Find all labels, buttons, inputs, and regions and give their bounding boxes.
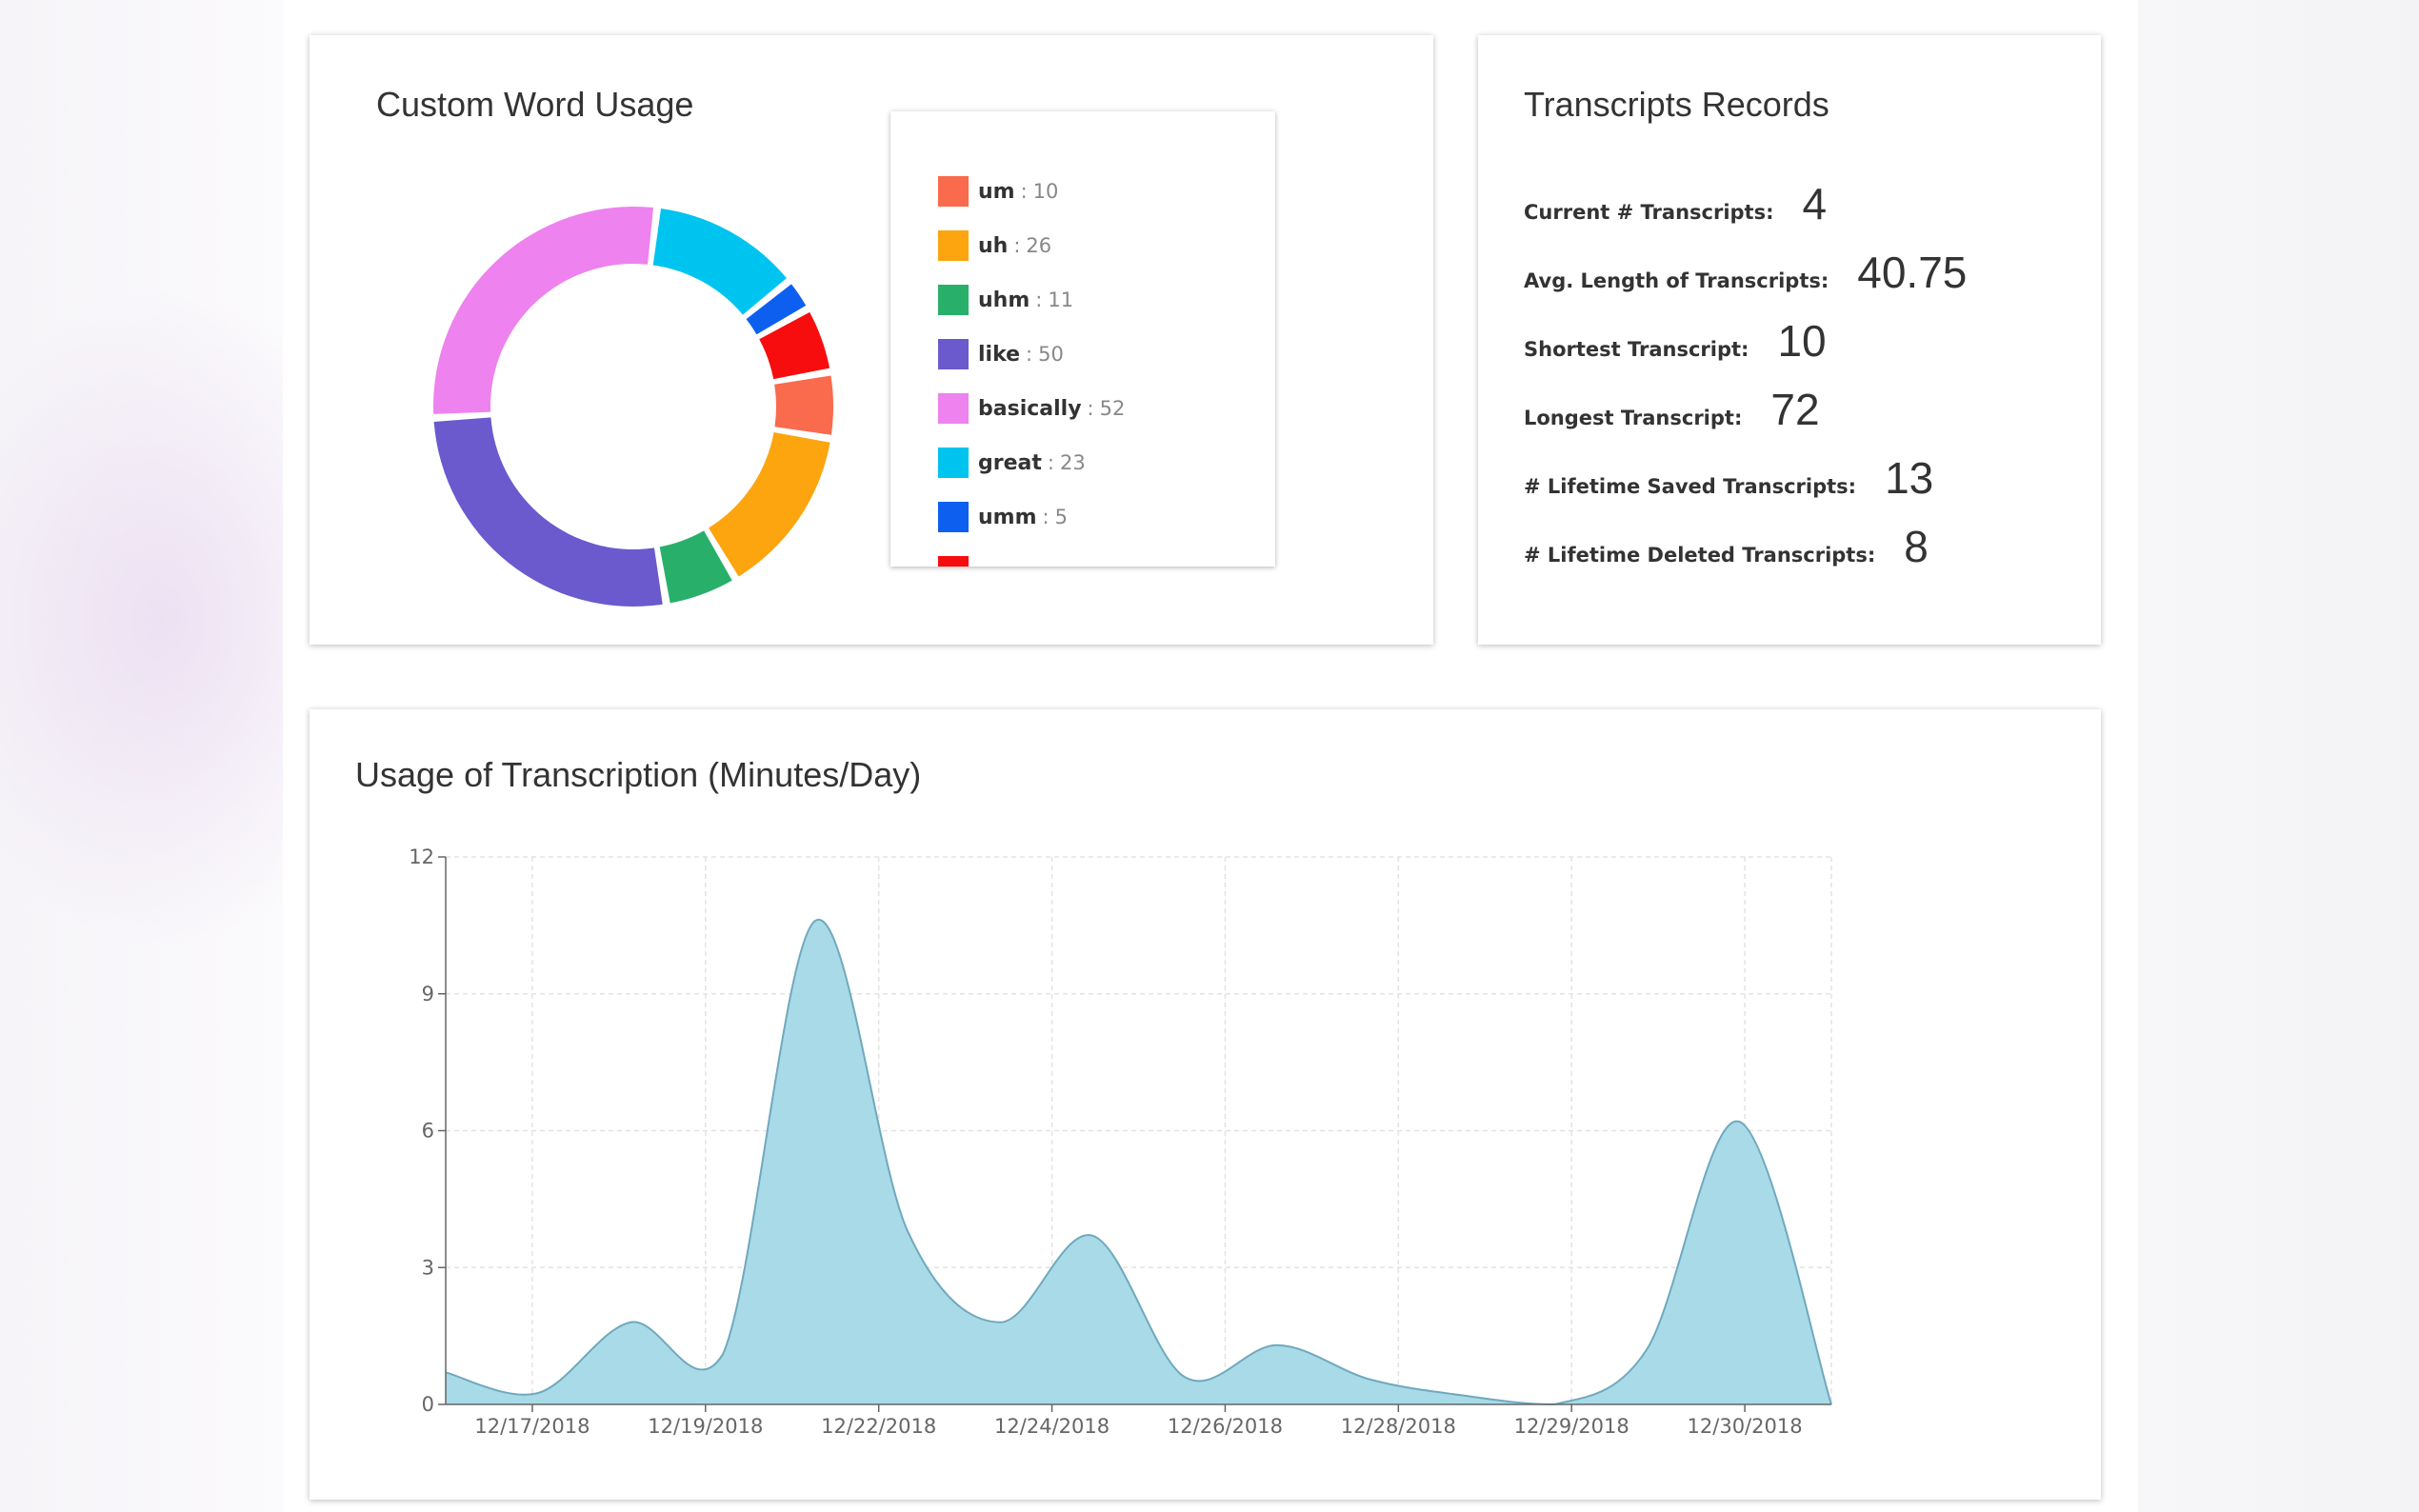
legend-value: 11	[1048, 288, 1074, 311]
usage-chart-card: Usage of Transcription (Minutes/Day) 0 3 6…	[310, 709, 2101, 1500]
x-tick-label: 12/26/2018	[1168, 1415, 1283, 1438]
legend-separator: :	[1026, 343, 1033, 366]
legend-label: uh	[978, 233, 1009, 258]
record-label: # Lifetime Deleted Transcripts:	[1524, 544, 1876, 567]
legend-swatch	[938, 448, 969, 478]
word-usage-title: Custom Word Usage	[376, 85, 694, 124]
record-longest-transcript: Longest Transcript: 72	[1524, 384, 1820, 435]
record-lifetime-deleted: # Lifetime Deleted Transcripts: 8	[1524, 521, 1929, 572]
donut-slice-uhm[interactable]	[659, 530, 732, 604]
donut-slice-like[interactable]	[433, 417, 663, 607]
legend-item[interactable]: like:50	[938, 339, 1064, 369]
record-value: 10	[1777, 316, 1827, 366]
donut-slice-basically[interactable]	[433, 207, 654, 414]
record-avg-length: Avg. Length of Transcripts: 40.75	[1524, 247, 1967, 298]
legend-label: umm	[978, 505, 1037, 529]
record-label: # Lifetime Saved Transcripts:	[1524, 475, 1857, 498]
x-tick-label: 12/17/2018	[474, 1415, 590, 1438]
record-value: 4	[1802, 179, 1828, 229]
legend-separator: :	[1042, 506, 1050, 528]
record-lifetime-saved: # Lifetime Saved Transcripts: 13	[1524, 452, 1933, 504]
donut-slice-um[interactable]	[774, 375, 833, 435]
legend-separator: :	[1020, 180, 1028, 203]
y-tick-label: 12	[409, 846, 434, 868]
usage-area-fill	[446, 919, 1831, 1404]
x-tick-label: 12/29/2018	[1514, 1415, 1629, 1438]
legend-label: great	[978, 450, 1042, 475]
word-usage-donut-chart	[433, 207, 833, 607]
y-tick-label: 3	[422, 1256, 434, 1279]
legend-value: 5	[1054, 506, 1068, 528]
record-label: Current # Transcripts:	[1524, 201, 1774, 224]
legend-item[interactable]	[938, 556, 978, 567]
y-tick-label: 6	[422, 1120, 434, 1143]
legend-swatch	[938, 230, 969, 261]
word-usage-card: Custom Word Usage um:10 uh:26 uhm:11 like:5…	[310, 35, 1433, 645]
usage-chart-title: Usage of Transcription (Minutes/Day)	[355, 755, 922, 794]
record-label: Shortest Transcript:	[1524, 338, 1749, 361]
legend-item[interactable]: great:23	[938, 448, 1086, 478]
legend-item[interactable]: basically:52	[938, 393, 1125, 424]
transcripts-records-card: Transcripts Records Current # Transcript…	[1478, 35, 2101, 645]
legend-swatch	[938, 393, 969, 424]
legend-value: 52	[1099, 397, 1126, 420]
x-tick-label: 12/24/2018	[994, 1415, 1110, 1438]
record-value: 8	[1904, 522, 1929, 571]
legend-value: 50	[1038, 343, 1064, 366]
legend-label: uhm	[978, 288, 1030, 312]
legend-separator: :	[1087, 397, 1094, 420]
x-tick-label: 12/22/2018	[821, 1415, 936, 1438]
legend-label: um	[978, 179, 1015, 204]
legend-swatch	[938, 285, 969, 315]
record-value: 13	[1885, 453, 1934, 503]
record-current-transcripts: Current # Transcripts: 4	[1524, 178, 1827, 229]
legend-item[interactable]: umm:5	[938, 502, 1068, 532]
record-label: Avg. Length of Transcripts:	[1524, 269, 1829, 292]
donut-slice-umm[interactable]	[746, 284, 807, 335]
usage-area-chart: 0 3 6 9 12 12/17/2018 12/19/2018 12/22/2018 12/2…	[409, 846, 1832, 1438]
record-value: 40.75	[1857, 248, 1968, 297]
usage-line	[445, 919, 1832, 1406]
legend-swatch	[938, 556, 969, 567]
legend-swatch	[938, 176, 969, 207]
x-tick-label: 12/30/2018	[1688, 1415, 1803, 1438]
legend-separator: :	[1013, 234, 1021, 257]
donut-slice-uh[interactable]	[709, 431, 830, 577]
word-usage-legend[interactable]: um:10 uh:26 uhm:11 like:50 basically:52 great…	[890, 111, 1275, 567]
y-tick-label: 0	[422, 1393, 434, 1416]
legend-label: basically	[978, 396, 1082, 421]
legend-item[interactable]: uhm:11	[938, 285, 1073, 315]
legend-item[interactable]: uh:26	[938, 230, 1051, 261]
legend-value: 10	[1032, 180, 1059, 203]
legend-item[interactable]: um:10	[938, 176, 1058, 207]
donut-slice-unlabeled[interactable]	[759, 311, 830, 380]
legend-value: 23	[1059, 451, 1086, 474]
transcripts-records-title: Transcripts Records	[1524, 85, 1829, 124]
legend-swatch	[938, 502, 969, 532]
record-shortest-transcript: Shortest Transcript: 10	[1524, 315, 1827, 367]
legend-separator: :	[1035, 288, 1043, 311]
donut-slice-great[interactable]	[652, 209, 787, 315]
record-value: 72	[1770, 385, 1820, 434]
x-tick-label: 12/28/2018	[1341, 1415, 1456, 1438]
legend-swatch	[938, 339, 969, 369]
legend-separator: :	[1047, 451, 1054, 474]
y-tick-label: 9	[422, 983, 434, 1005]
legend-value: 26	[1026, 234, 1052, 257]
record-label: Longest Transcript:	[1524, 407, 1743, 429]
legend-label: like	[978, 342, 1021, 367]
x-tick-label: 12/19/2018	[648, 1415, 763, 1438]
